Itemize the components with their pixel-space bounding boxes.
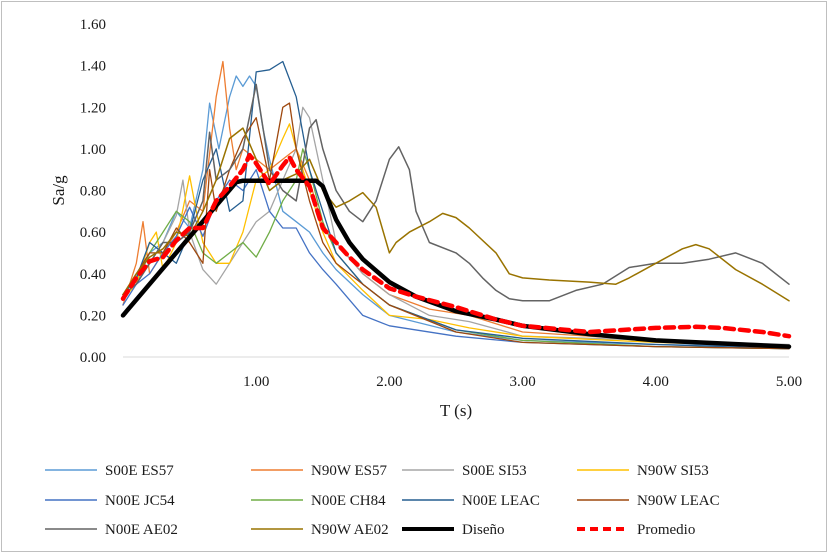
x-tick-label: 1.00 <box>243 374 269 390</box>
series-line <box>120 178 792 349</box>
legend-label: N00E JC54 <box>105 493 175 509</box>
y-tick-label: 0.80 <box>80 184 106 200</box>
legend-label: N00E CH84 <box>311 493 386 509</box>
y-tick-label: 0.00 <box>80 350 106 366</box>
y-axis: 0.00 0.20 0.40 0.60 0.80 1.00 1.20 1.40 1.60 <box>80 17 106 366</box>
y-tick-label: 1.00 <box>80 142 106 158</box>
y-tick-label: 0.60 <box>80 225 106 241</box>
x-axis: 1.00 2.00 3.00 4.00 5.00 <box>243 374 802 390</box>
series-line <box>122 106 790 346</box>
legend-label: N90W LEAC <box>637 493 720 509</box>
legend: S00E ES57 N90W ES57 S00E SI53 N90W SI53 N00E… <box>45 463 720 538</box>
series-layer <box>120 60 792 350</box>
legend-label: N00E LEAC <box>462 493 540 509</box>
x-tick-label: 2.00 <box>376 374 402 390</box>
legend-label: N90W ES57 <box>311 463 387 479</box>
y-tick-label: 0.40 <box>80 267 106 283</box>
legend-label: Diseño <box>462 522 505 538</box>
series-line <box>122 60 790 350</box>
x-tick-label: 3.00 <box>509 374 535 390</box>
legend-label: S00E SI53 <box>462 463 527 479</box>
legend-label: Promedio <box>637 522 695 538</box>
y-tick-label: 1.40 <box>80 59 106 75</box>
series-line <box>122 75 790 348</box>
legend-label: N90W AE02 <box>311 522 389 538</box>
y-tick-label: 1.60 <box>80 17 106 33</box>
x-tick-label: 4.00 <box>643 374 669 390</box>
series-line <box>122 83 790 302</box>
series-line <box>122 60 790 348</box>
legend-label: N00E AE02 <box>105 522 178 538</box>
series-line <box>120 152 792 339</box>
series-line <box>122 127 790 302</box>
y-tick-label: 0.20 <box>80 308 106 324</box>
y-axis-title: Sa/g <box>49 175 68 206</box>
legend-label: N90W SI53 <box>637 463 709 479</box>
x-tick-label: 5.00 <box>776 374 802 390</box>
legend-label: S00E ES57 <box>105 463 174 479</box>
x-axis-title: T (s) <box>440 401 472 420</box>
y-tick-label: 1.20 <box>80 100 106 116</box>
